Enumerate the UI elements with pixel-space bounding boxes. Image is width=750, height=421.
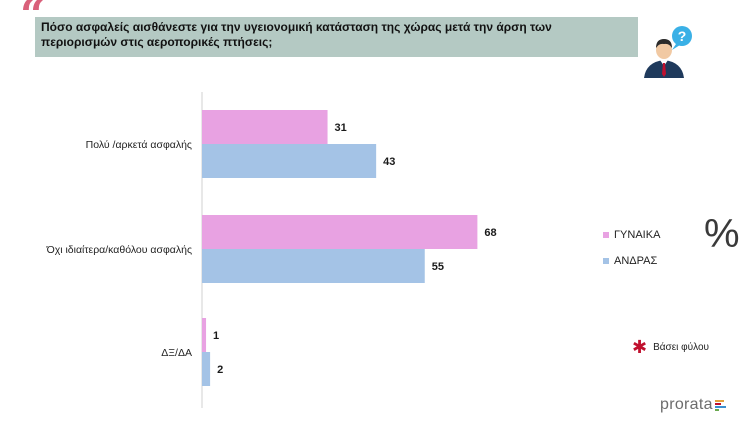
asterisk-icon: ✱: [632, 337, 648, 357]
value-label-dk-na-women: 1: [213, 330, 219, 342]
value-label-not-very-not-safe-men: 55: [432, 261, 444, 273]
bar-dk-na-men: [202, 352, 211, 386]
question-text: Πόσο ασφαλείς αισθάνεστε για την υγειονο…: [41, 20, 552, 49]
bar-not-very-not-safe-men: [202, 249, 425, 283]
brand-name: prorata: [660, 396, 713, 413]
brand-mark-icon: [714, 399, 726, 411]
value-label-very-fairly-safe-women: 31: [335, 122, 347, 134]
question-banner: Πόσο ασφαλείς αισθάνεστε για την υγειονο…: [35, 17, 638, 57]
base-note-text: Βάσει φύλου: [653, 341, 710, 353]
category-label-not-very-not-safe: Όχι ιδιαίτερα/καθόλου ασφαλής: [46, 244, 192, 256]
legend-label-women: ΓΥΝΑΙΚΑ: [614, 229, 661, 241]
bar-dk-na-women: [202, 318, 207, 352]
brand-logo: prorata: [660, 396, 726, 414]
legend-swatch-women: [603, 232, 609, 238]
category-label-very-fairly-safe: Πολύ /αρκετά ασφαλής: [86, 139, 192, 151]
person-question-icon: ?: [644, 26, 692, 78]
value-label-dk-na-men: 2: [217, 364, 223, 376]
value-label-not-very-not-safe-women: 68: [484, 227, 496, 239]
legend-item-men: ΑΝΔΡΑΣ: [603, 254, 660, 268]
bar-not-very-not-safe-women: [202, 215, 478, 249]
legend-label-men: ΑΝΔΡΑΣ: [614, 255, 658, 267]
percent-symbol: %: [704, 212, 740, 256]
svg-text:?: ?: [678, 28, 687, 44]
legend-swatch-men: [603, 258, 609, 264]
base-note: ✱ Βάσει φύλου: [632, 338, 709, 356]
chart-legend: ΓΥΝΑΙΚΑ ΑΝΔΡΑΣ: [603, 228, 660, 280]
value-label-very-fairly-safe-men: 43: [383, 156, 395, 168]
bar-very-fairly-safe-women: [202, 110, 328, 144]
legend-item-women: ΓΥΝΑΙΚΑ: [603, 228, 660, 242]
category-label-dk-na: ΔΞ/ΔΑ: [161, 347, 192, 359]
bar-very-fairly-safe-men: [202, 144, 377, 178]
